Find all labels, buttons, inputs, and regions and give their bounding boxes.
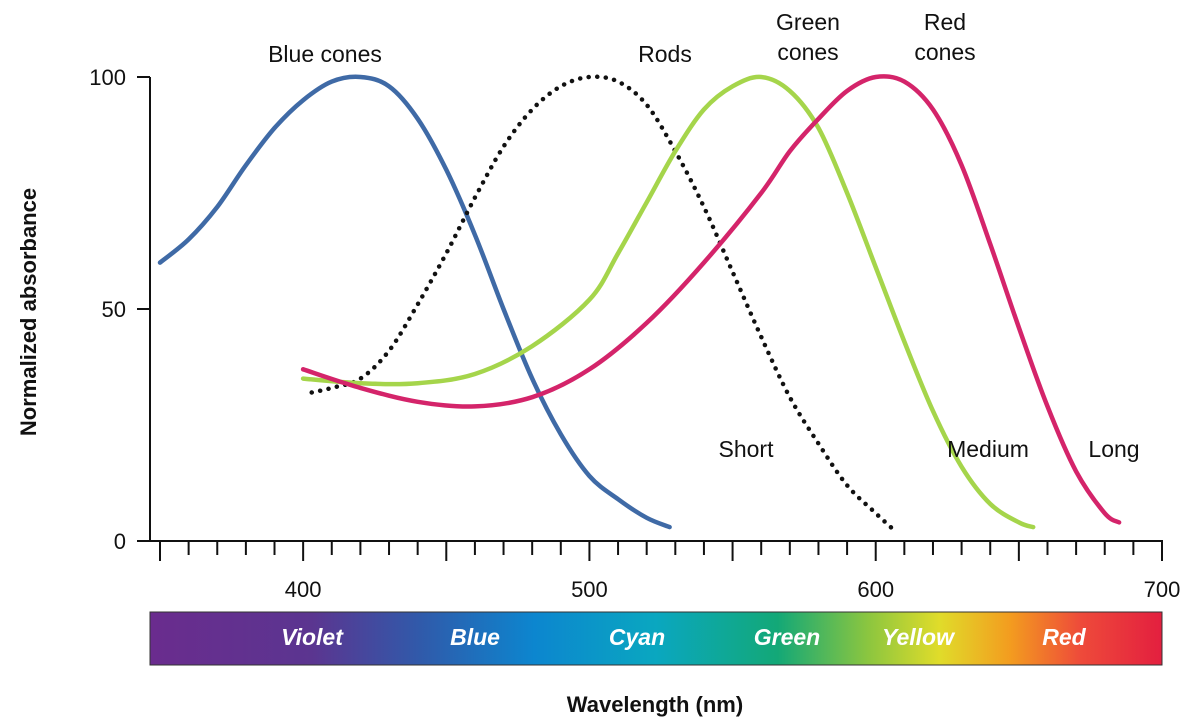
rods-label: Rods: [638, 41, 692, 67]
x-tick-label: 500: [571, 577, 608, 602]
green-cones-label: Green cones: [776, 9, 840, 65]
green-cones-curve: [300, 74, 1036, 530]
spectrum-bar: [149, 611, 1163, 666]
y-axis-title: Normalized absorbance: [16, 188, 41, 436]
blue-cones-label: Blue cones: [268, 41, 382, 67]
band-label-green: Green: [754, 624, 820, 650]
band-label-cyan: Cyan: [609, 624, 665, 650]
y-tick-label: 100: [89, 65, 126, 90]
x-tick-label: 600: [857, 577, 894, 602]
axes: 0 50 100 400 500 600 700: [89, 65, 1180, 602]
y-tick-label: 50: [102, 297, 126, 322]
blue-cones-sublabel: Short: [719, 436, 775, 462]
band-label-violet: Violet: [281, 624, 344, 650]
y-tick-label: 0: [114, 529, 126, 554]
spectrum-band-labels: Violet Blue Cyan Green Yellow Red: [281, 624, 1087, 650]
blue-cones-curve: [157, 74, 672, 530]
red-cones-label: Red cones: [914, 9, 975, 65]
band-label-yellow: Yellow: [882, 624, 956, 650]
red-cones-curve: [300, 74, 1122, 525]
x-axis-title: Wavelength (nm): [567, 692, 743, 717]
green-cones-sublabel: Medium: [947, 436, 1029, 462]
red-cones-sublabel: Long: [1088, 436, 1139, 462]
curves: Blue cones Rods Green cones Red cones Short Med…: [157, 9, 1140, 534]
rods-curve: [309, 74, 899, 534]
band-label-red: Red: [1042, 624, 1086, 650]
x-tick-label: 400: [285, 577, 322, 602]
band-label-blue: Blue: [450, 624, 500, 650]
x-tick-label: 700: [1144, 577, 1181, 602]
